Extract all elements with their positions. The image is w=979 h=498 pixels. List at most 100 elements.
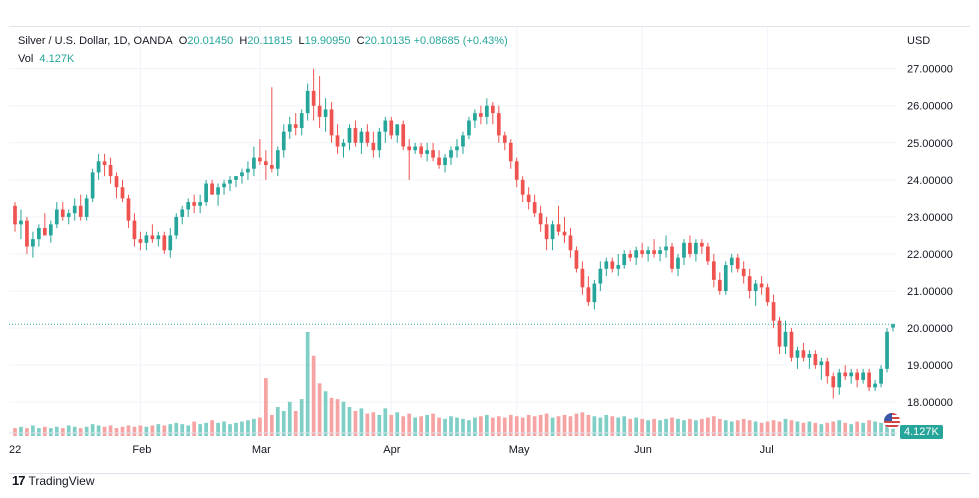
- volume-bar: [413, 417, 418, 436]
- price-tick-label: 20.00000: [907, 323, 953, 335]
- candle-body: [604, 261, 609, 269]
- volume-bar: [377, 414, 382, 436]
- volume-bar: [228, 424, 232, 436]
- volume-bar: [807, 421, 812, 436]
- candle-body: [383, 120, 388, 132]
- candle-body: [96, 161, 101, 173]
- candle-body: [694, 242, 698, 254]
- volume-bar: [658, 420, 662, 436]
- symbol-title[interactable]: Silver / U.S. Dollar, 1D, OANDA: [18, 35, 173, 47]
- volume-bar: [717, 418, 722, 436]
- candle-body: [598, 268, 603, 284]
- candle-body: [634, 250, 639, 258]
- candle-body: [490, 105, 495, 114]
- candle-body: [855, 372, 860, 380]
- volume-bar: [634, 417, 639, 436]
- volume-bar: [287, 401, 292, 436]
- volume-bar: [317, 383, 322, 436]
- candle-body: [783, 331, 788, 347]
- candle-body: [269, 165, 274, 169]
- candle-body: [180, 209, 185, 217]
- volume-bar: [783, 418, 788, 436]
- time-tick-label: Feb: [132, 444, 151, 456]
- candle-body: [102, 161, 107, 166]
- candle-body: [126, 198, 131, 221]
- candle-body: [317, 105, 322, 117]
- candle-body: [640, 250, 645, 254]
- candle-body: [13, 205, 17, 225]
- candle-body: [849, 372, 854, 377]
- volume-bar: [192, 421, 197, 436]
- volume-legend: Vol 4.127K: [18, 53, 74, 65]
- candle-body: [729, 257, 734, 266]
- volume-bar: [580, 412, 585, 436]
- candle-body: [120, 187, 125, 199]
- volume-bar: [234, 422, 238, 436]
- tradingview-brand[interactable]: 17 TradingView: [12, 473, 95, 488]
- volume-bar: [574, 413, 579, 436]
- candle-body: [78, 205, 83, 217]
- volume-bar: [843, 422, 848, 436]
- candle-body: [538, 213, 543, 225]
- volume-bar: [293, 410, 298, 436]
- volume-bar: [222, 421, 226, 436]
- candle-body: [42, 228, 47, 236]
- volume-bar: [263, 378, 268, 436]
- close-value: 20.10135: [364, 35, 411, 47]
- volume-bar: [329, 397, 334, 436]
- candle-body: [502, 135, 507, 143]
- volume-bar: [443, 418, 447, 436]
- volume-bar: [652, 418, 656, 436]
- currency-label[interactable]: USD: [907, 35, 931, 47]
- volume-bar: [168, 424, 173, 436]
- candle-body: [843, 372, 848, 377]
- volume-label[interactable]: Vol: [18, 53, 34, 65]
- price-tick-label: 23.00000: [907, 212, 953, 224]
- price-tick-label: 24.00000: [907, 175, 953, 187]
- candle-body: [108, 165, 113, 177]
- volume-bar: [526, 414, 531, 436]
- candle-body: [246, 168, 250, 173]
- time-tick-label: Mar: [252, 444, 271, 456]
- volume-bar: [431, 413, 435, 436]
- candle-body: [831, 376, 836, 388]
- volume-bar: [281, 410, 286, 436]
- candle-body: [879, 368, 883, 384]
- low-value: 19.90950: [304, 35, 351, 47]
- volume-value: 4.127K: [39, 53, 75, 65]
- volume-bar: [269, 414, 274, 436]
- price-tick-label: 21.00000: [907, 286, 953, 298]
- volume-bar: [54, 426, 59, 436]
- volume-bar: [694, 420, 698, 436]
- volume-bar: [532, 416, 537, 436]
- volume-bar: [96, 425, 101, 436]
- candlestick-chart[interactable]: 27.00000 26.00000 25.00000 24.00000 23.00000…: [9, 27, 970, 473]
- volume-bar: [586, 414, 591, 436]
- candle-body: [323, 109, 328, 117]
- volume-bar: [246, 420, 250, 436]
- volume-bar: [825, 422, 830, 436]
- candle-body: [252, 157, 256, 169]
- volume-bar: [449, 416, 453, 436]
- volume-bar: [891, 424, 895, 436]
- volume-bar: [598, 417, 603, 436]
- volume-bar: [711, 416, 716, 436]
- candle-body: [717, 279, 722, 292]
- candle-body: [771, 302, 776, 321]
- candle-body: [867, 372, 871, 388]
- volume-bar: [19, 426, 23, 436]
- candle-body: [508, 142, 513, 162]
- candle-body: [174, 216, 179, 236]
- volume-bar: [502, 417, 507, 436]
- candle-body: [795, 350, 800, 358]
- candle-body: [54, 209, 59, 225]
- candle-body: [544, 224, 549, 240]
- candle-body: [449, 150, 453, 158]
- volume-bar: [126, 425, 131, 436]
- volume-bar: [765, 421, 770, 436]
- volume-bar: [180, 424, 185, 436]
- volume-bar: [473, 417, 477, 436]
- volume-bar: [729, 421, 734, 436]
- volume-bar: [496, 416, 501, 436]
- candle-body: [586, 287, 591, 303]
